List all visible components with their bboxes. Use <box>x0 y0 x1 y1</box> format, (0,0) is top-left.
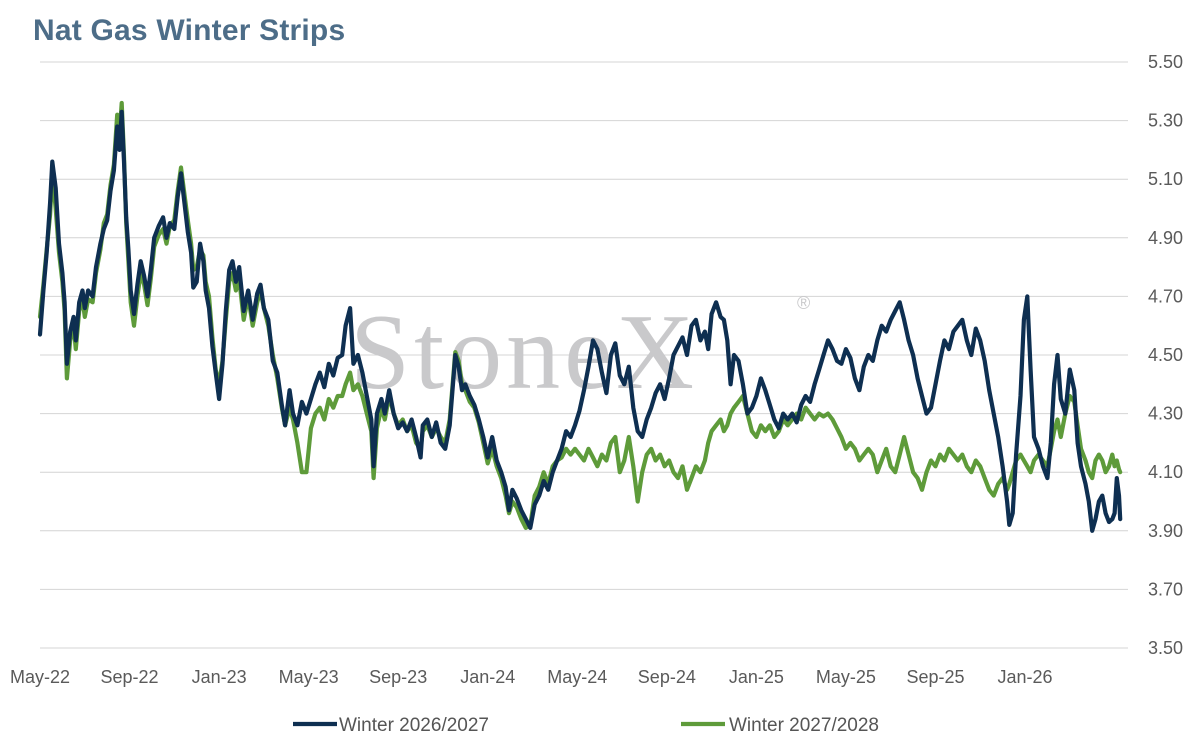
y-tick-label: 3.70 <box>1148 579 1183 599</box>
gridlines <box>40 61 1128 649</box>
y-tick-label: 4.90 <box>1148 228 1183 248</box>
y-tick-label: 5.50 <box>1148 52 1183 72</box>
x-tick-label: Jan-25 <box>729 667 784 687</box>
legend-label: Winter 2026/2027 <box>339 715 489 736</box>
y-tick-label: 4.50 <box>1148 345 1183 365</box>
y-tick-label: 5.10 <box>1148 169 1183 189</box>
x-tick-label: May-22 <box>10 667 70 687</box>
x-tick-label: Sep-23 <box>369 667 427 687</box>
y-tick-label: 3.90 <box>1148 521 1183 541</box>
y-tick-label: 5.30 <box>1148 111 1183 131</box>
y-tick-label: 4.10 <box>1148 462 1183 482</box>
legend-label: Winter 2027/2028 <box>729 715 879 736</box>
x-tick-label: Jan-26 <box>997 667 1052 687</box>
legend: Winter 2026/2027 Winter 2027/2028 <box>293 715 879 736</box>
x-tick-label: Sep-24 <box>638 667 696 687</box>
y-tick-label: 4.70 <box>1148 286 1183 306</box>
watermark: StoneX ® <box>350 293 810 412</box>
x-tick-label: Sep-22 <box>101 667 159 687</box>
x-axis: May-22 Sep-22 Jan-23 May-23 Sep-23 Jan-24 May-… <box>10 667 1053 687</box>
watermark-registered: ® <box>797 293 810 313</box>
x-tick-label: Sep-25 <box>906 667 964 687</box>
watermark-text: StoneX <box>350 293 698 412</box>
y-tick-label: 3.50 <box>1148 638 1183 658</box>
y-tick-label: 4.30 <box>1148 404 1183 424</box>
x-tick-label: May-24 <box>547 667 607 687</box>
x-tick-label: May-25 <box>816 667 876 687</box>
series-line-winter-2026-2027 <box>37 109 1123 533</box>
x-tick-label: May-23 <box>279 667 339 687</box>
y-axis: 5.50 5.30 5.10 4.90 4.70 4.50 4.30 4.10 3.90 3.70… <box>1148 52 1183 658</box>
x-tick-label: Jan-24 <box>460 667 515 687</box>
x-tick-label: Jan-23 <box>192 667 247 687</box>
series-lines <box>37 100 1123 533</box>
chart-title: Nat Gas Winter Strips <box>33 14 346 47</box>
